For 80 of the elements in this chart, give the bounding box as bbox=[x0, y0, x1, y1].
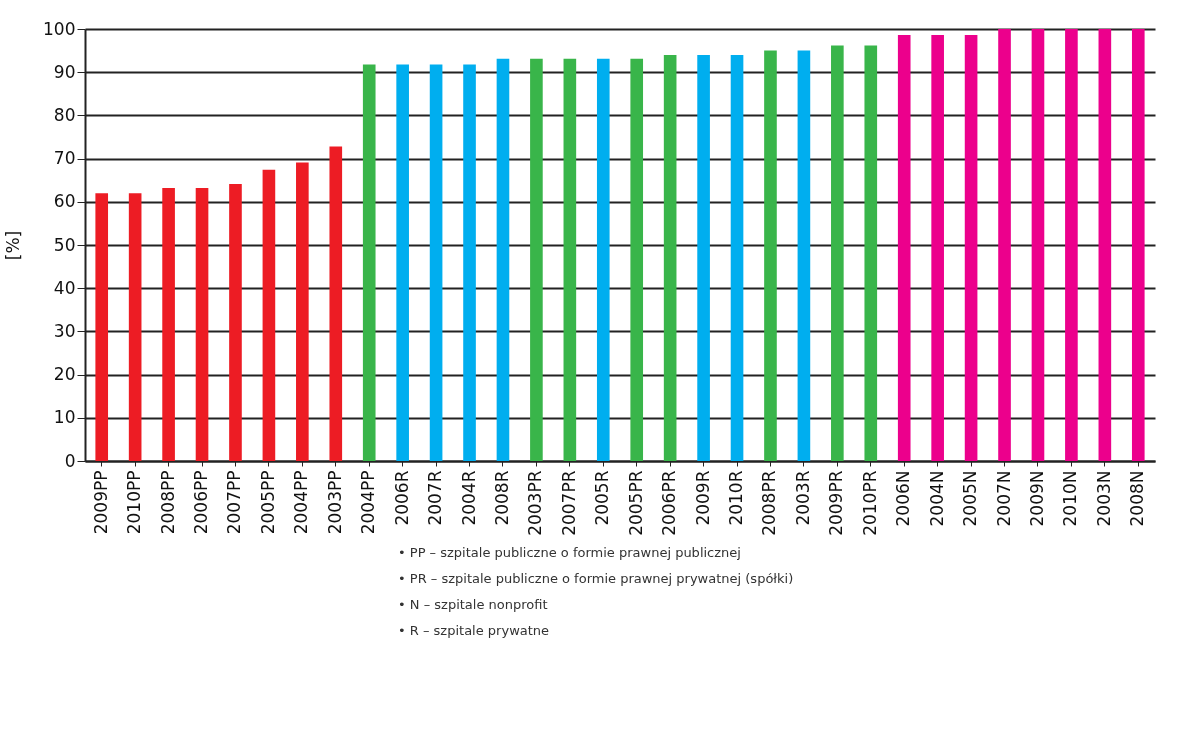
y-tick-label: 40 bbox=[53, 277, 76, 298]
bar bbox=[596, 58, 610, 461]
bar bbox=[563, 58, 577, 461]
y-tick-label: 60 bbox=[53, 191, 76, 212]
x-tick-label: 2003PP bbox=[324, 470, 345, 535]
x-tick-label: 2006PP bbox=[191, 470, 212, 535]
x-tick-label: 2006R bbox=[391, 470, 412, 526]
bar bbox=[797, 50, 811, 461]
text: • PR – szpitale publiczne o formie prawnej prywatnej (spółki) bbox=[398, 570, 795, 588]
y-tick-label: 100 bbox=[43, 18, 76, 39]
y-tick-label: 80 bbox=[53, 104, 76, 125]
x-tick-label: 2004PP bbox=[358, 470, 379, 535]
bar bbox=[396, 64, 409, 461]
x-tick-label: 2007PR bbox=[558, 470, 579, 536]
x-tick-label: 2008PR bbox=[759, 470, 780, 536]
text: • PP – szpitale publiczne o formie prawnej publicznej bbox=[398, 544, 742, 562]
y-tick-label: 10 bbox=[53, 407, 76, 428]
bar bbox=[1098, 29, 1112, 461]
x-tick-label: 2010PR bbox=[859, 470, 880, 536]
x-tick-label: 2008R bbox=[491, 470, 512, 526]
bar bbox=[463, 64, 476, 461]
y-tick-label: 70 bbox=[53, 148, 76, 169]
bar bbox=[329, 146, 343, 461]
bar bbox=[1131, 29, 1145, 461]
x-tick-label: 2005PP bbox=[257, 470, 278, 535]
y-tick-label: 30 bbox=[53, 320, 76, 341]
x-tick-label: 2004R bbox=[458, 470, 479, 526]
bar bbox=[864, 45, 878, 461]
x-tick-label: 2004PP bbox=[291, 470, 312, 535]
bar bbox=[831, 45, 844, 461]
y-tick-label: 50 bbox=[53, 234, 76, 255]
bar bbox=[897, 35, 911, 461]
bar bbox=[362, 64, 376, 461]
bar bbox=[195, 187, 209, 461]
bar bbox=[998, 29, 1011, 461]
bar bbox=[1065, 29, 1078, 461]
x-tick-label: 2008PP bbox=[157, 470, 178, 535]
bar bbox=[296, 162, 309, 461]
x-tick-label: 2005PR bbox=[625, 470, 646, 536]
x-tick-label: 2007N bbox=[993, 470, 1014, 527]
bar bbox=[162, 187, 175, 461]
bar bbox=[128, 193, 142, 461]
y-tick-label: 20 bbox=[53, 364, 76, 385]
x-tick-label: 2010PP bbox=[124, 470, 145, 535]
bar bbox=[630, 58, 644, 461]
bar bbox=[262, 169, 276, 461]
x-tick-label: 2007R bbox=[425, 470, 446, 526]
text: • N – szpitale nonprofit bbox=[398, 596, 549, 614]
bar bbox=[496, 58, 510, 461]
bar bbox=[530, 58, 543, 461]
bar bbox=[964, 35, 978, 461]
x-tick-label: 2009PR bbox=[826, 470, 847, 536]
x-tick-label: 2009N bbox=[1026, 470, 1047, 527]
bar bbox=[931, 35, 944, 461]
bar bbox=[697, 54, 710, 461]
x-tick-label: 2004N bbox=[926, 470, 947, 527]
y-tick-label: 90 bbox=[53, 61, 76, 82]
x-tick-label: 2003R bbox=[792, 470, 813, 526]
bar bbox=[95, 193, 109, 461]
x-tick-label: 2008N bbox=[1127, 470, 1148, 527]
x-tick-label: 2003N bbox=[1093, 470, 1114, 527]
bar bbox=[663, 54, 677, 461]
x-tick-label: 2003PR bbox=[525, 470, 546, 536]
x-tick-label: 2005N bbox=[960, 470, 981, 527]
bar bbox=[229, 184, 242, 461]
bar bbox=[1031, 29, 1045, 461]
x-tick-label: 2009PP bbox=[90, 470, 111, 535]
x-tick-label: 2007PP bbox=[224, 470, 245, 535]
x-tick-label: 2005R bbox=[592, 470, 613, 526]
y-tick-label: 0 bbox=[64, 450, 76, 471]
x-tick-label: 2010N bbox=[1060, 470, 1081, 527]
text: • R – szpitale prywatne bbox=[398, 622, 551, 640]
x-tick-label: 2006N bbox=[893, 470, 914, 527]
bar bbox=[429, 64, 443, 461]
x-tick-label: 2009R bbox=[692, 470, 713, 526]
x-tick-label: 2006PR bbox=[659, 470, 680, 536]
bar bbox=[764, 50, 777, 461]
y-axis-title: [%] bbox=[3, 230, 24, 261]
bar bbox=[730, 54, 744, 461]
x-tick-label: 2010R bbox=[726, 470, 747, 526]
